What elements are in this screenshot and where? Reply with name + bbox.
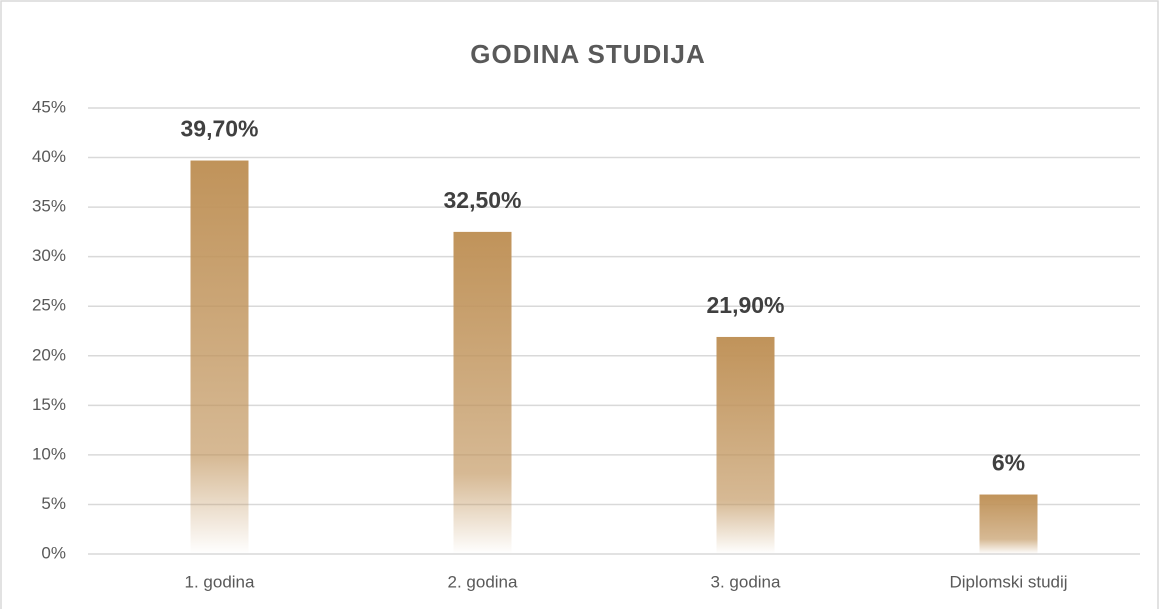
x-tick-label: 2. godina	[448, 572, 518, 591]
x-tick-label: Diplomski studij	[949, 572, 1067, 591]
x-tick-label: 3. godina	[711, 572, 781, 591]
data-label: 6%	[992, 450, 1025, 476]
y-tick-label: 20%	[32, 345, 66, 364]
y-tick-label: 25%	[32, 296, 66, 315]
bar	[190, 160, 249, 555]
bar	[979, 494, 1038, 554]
data-label: 39,70%	[180, 116, 258, 142]
y-tick-label: 10%	[32, 444, 66, 463]
y-tick-label: 0%	[41, 543, 66, 562]
data-label: 21,90%	[706, 292, 784, 318]
chart-title: GODINA STUDIJA	[470, 39, 706, 69]
data-label: 32,50%	[443, 187, 521, 213]
y-tick-label: 15%	[32, 395, 66, 414]
y-tick-label: 30%	[32, 246, 66, 265]
bar	[453, 231, 512, 554]
y-tick-label: 5%	[41, 494, 66, 513]
y-tick-label: 35%	[32, 197, 66, 216]
y-tick-label: 40%	[32, 147, 66, 166]
y-tick-label: 45%	[32, 97, 66, 116]
x-tick-label: 1. godina	[185, 572, 255, 591]
bar	[716, 336, 775, 554]
